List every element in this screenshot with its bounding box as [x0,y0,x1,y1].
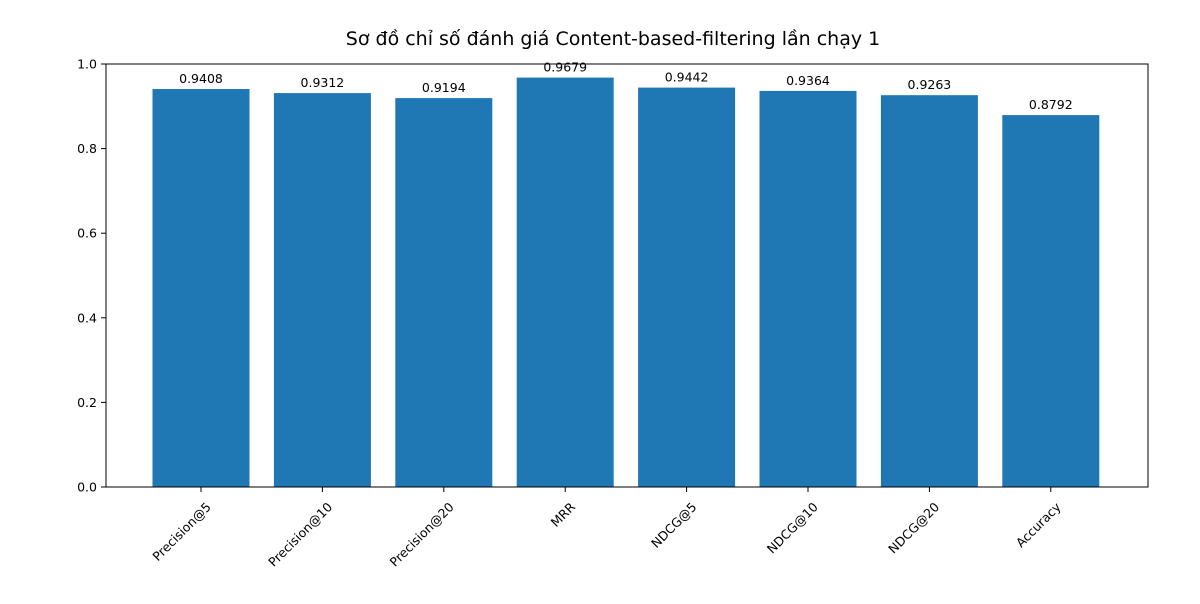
value-label: 0.9263 [908,77,952,92]
x-tick-label: Precision@5 [149,499,214,564]
value-label: 0.9679 [543,60,587,75]
y-tick-label: 0.4 [77,310,97,325]
x-tick-label: MRR [548,499,579,530]
value-labels-layer: 0.9408 0.9312 0.9194 0.9679 0.9442 0.9364 0.92… [179,60,1073,113]
bar-ndcg-10 [759,90,857,488]
value-label: 0.9442 [665,70,709,85]
bars-layer [152,77,1100,488]
value-label: 0.9312 [301,75,345,90]
value-label: 0.9364 [786,73,830,88]
value-label: 0.8792 [1029,97,1073,112]
x-tick-label: Precision@10 [265,499,335,569]
y-tick-label: 0.0 [77,480,97,495]
value-label: 0.9408 [179,71,223,86]
y-tick-label: 1.0 [77,57,97,72]
chart-title: Sơ đồ chỉ số đánh giá Content-based-filt… [345,28,881,50]
bar-mrr [516,77,614,487]
bar-precision-20 [395,98,493,487]
x-tick-label: NDCG@10 [764,499,821,556]
bar-ndcg-20 [880,95,978,488]
value-label: 0.9194 [422,80,466,95]
bar-accuracy [1002,115,1100,487]
y-tick-label: 0.8 [77,141,97,156]
y-tick-label: 0.6 [77,226,97,241]
bar-precision-5 [152,89,250,487]
y-tick-label: 0.2 [77,395,97,410]
bar-ndcg-5 [638,87,736,487]
x-tick-label: NDCG@5 [648,499,700,551]
x-tick-label: Accuracy [1013,499,1064,550]
plot-area-frame [105,63,1149,488]
x-tick-label: Precision@20 [387,499,457,569]
x-tick-label: NDCG@20 [885,499,942,556]
bar-precision-10 [273,93,371,487]
